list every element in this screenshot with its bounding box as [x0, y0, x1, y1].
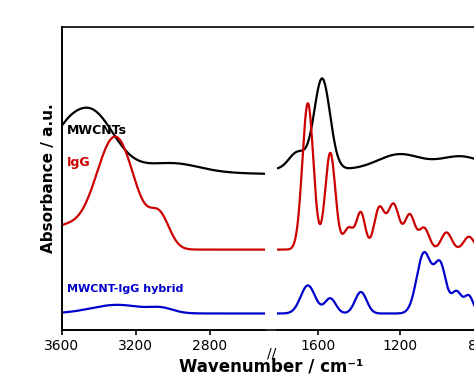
Text: MWCNTs: MWCNTs — [67, 124, 127, 137]
Text: //: // — [267, 347, 276, 361]
Text: Wavenumber / cm⁻¹: Wavenumber / cm⁻¹ — [179, 357, 364, 375]
Text: MWCNT-IgG hybrid: MWCNT-IgG hybrid — [67, 284, 183, 294]
Y-axis label: Absorbance / a.u.: Absorbance / a.u. — [41, 103, 56, 253]
Text: IgG: IgG — [67, 157, 91, 169]
